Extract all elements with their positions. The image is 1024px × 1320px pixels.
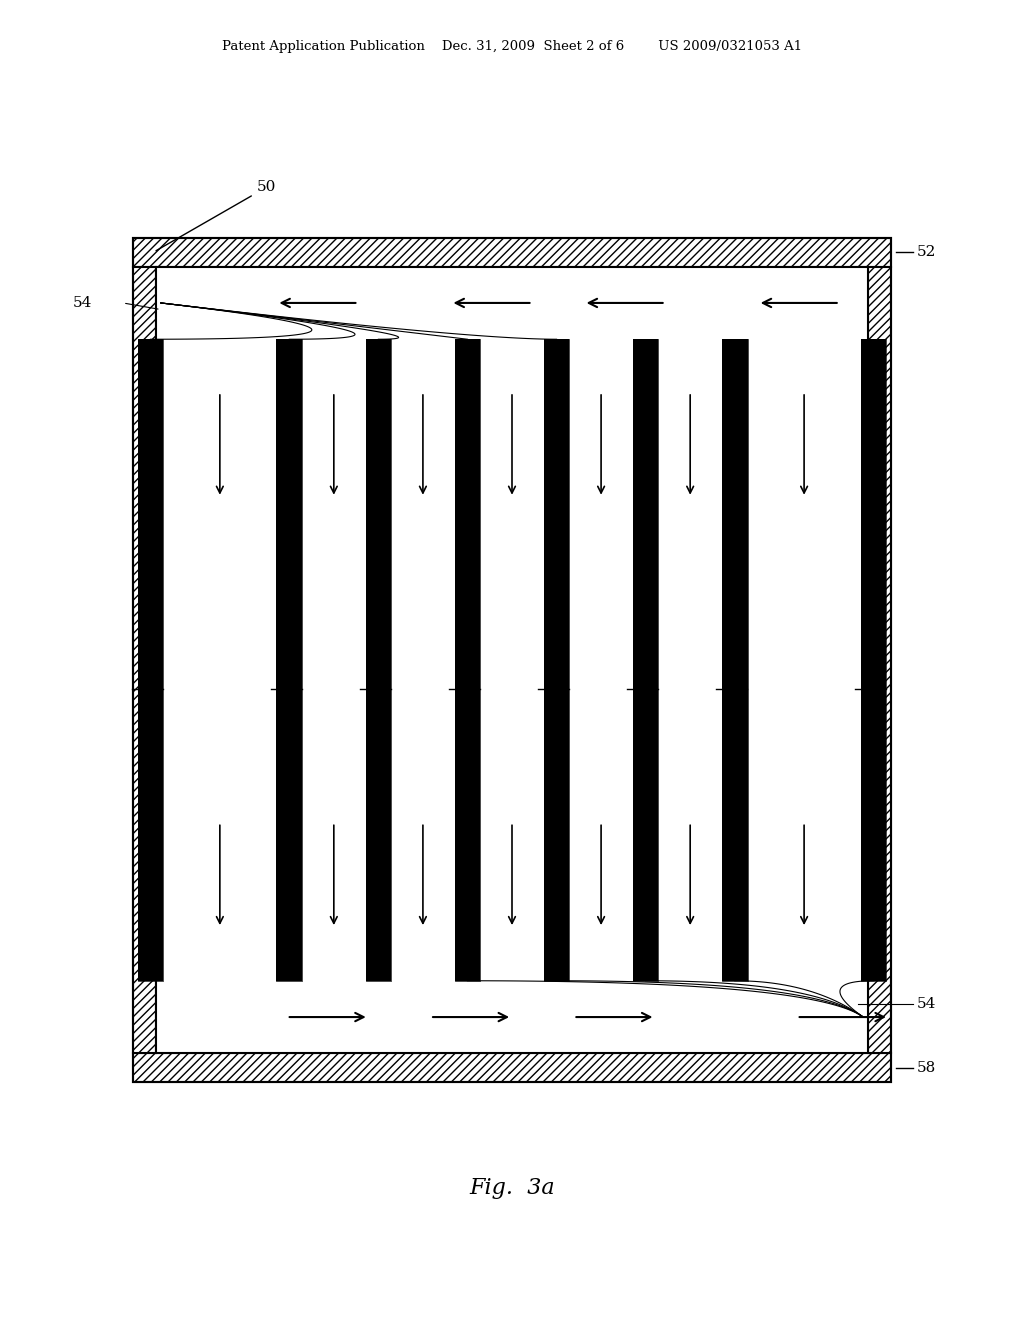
Bar: [633, 339, 658, 981]
Text: 56: 56: [860, 667, 877, 680]
Bar: [137, 339, 163, 981]
FancyBboxPatch shape: [133, 1053, 891, 1082]
FancyBboxPatch shape: [868, 267, 891, 1053]
Bar: [544, 339, 569, 981]
Bar: [722, 339, 748, 981]
FancyBboxPatch shape: [133, 267, 156, 1053]
Text: 52: 52: [916, 246, 936, 259]
Text: 50: 50: [156, 181, 275, 251]
Text: Patent Application Publication    Dec. 31, 2009  Sheet 2 of 6        US 2009/032: Patent Application Publication Dec. 31, …: [222, 40, 802, 53]
Bar: [860, 339, 887, 981]
Bar: [455, 339, 480, 981]
Text: Fig.  3a: Fig. 3a: [469, 1177, 555, 1199]
FancyBboxPatch shape: [156, 267, 868, 1053]
Text: 56: 56: [137, 667, 154, 680]
Bar: [276, 339, 302, 981]
Bar: [860, 339, 887, 981]
Text: 56: 56: [544, 667, 559, 680]
Bar: [633, 339, 658, 981]
Text: 56: 56: [633, 667, 648, 680]
Text: 56: 56: [366, 667, 381, 680]
Text: 54: 54: [916, 997, 936, 1011]
Bar: [366, 339, 391, 981]
Text: 58: 58: [916, 1061, 936, 1074]
Bar: [276, 339, 302, 981]
Text: 56: 56: [722, 667, 737, 680]
Text: 56: 56: [276, 667, 292, 680]
Text: 54: 54: [73, 296, 92, 310]
Bar: [455, 339, 480, 981]
Bar: [137, 339, 163, 981]
FancyBboxPatch shape: [133, 238, 891, 267]
Bar: [366, 339, 391, 981]
Bar: [722, 339, 748, 981]
Text: 56: 56: [455, 667, 470, 680]
Bar: [544, 339, 569, 981]
